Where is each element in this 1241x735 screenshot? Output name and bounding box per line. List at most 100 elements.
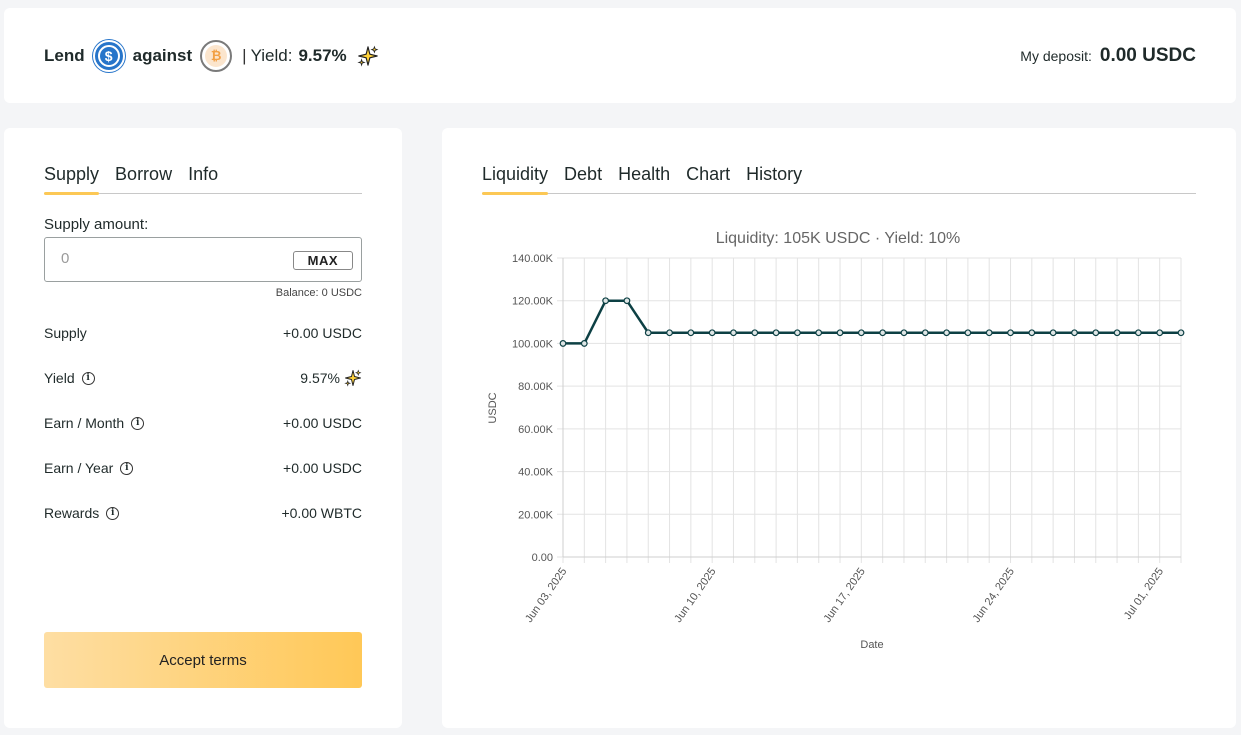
data-point: [1028, 329, 1036, 337]
chart-grid: [557, 257, 1182, 563]
info-icon[interactable]: i: [120, 461, 134, 475]
y-tick-label: 60.00K: [518, 424, 554, 436]
deposit-label: My deposit:: [1020, 47, 1092, 64]
data-point: [772, 329, 780, 337]
lend-label: Lend: [44, 45, 85, 65]
x-axis-label: Date: [860, 639, 883, 651]
btc-coin-icon: ₿: [200, 39, 233, 72]
earn-month-value: +0.00 USDC: [283, 415, 362, 431]
x-tick-label: Jul 01, 2025: [1122, 566, 1166, 622]
tab-borrow[interactable]: Borrow: [115, 164, 173, 184]
data-point: [1134, 329, 1142, 337]
y-tick-label: 120.00K: [512, 296, 554, 308]
info-icon[interactable]: i: [81, 371, 95, 385]
yield-value: 9.57%: [298, 45, 347, 65]
data-point: [580, 340, 588, 347]
tab-history[interactable]: History: [746, 164, 803, 184]
yield-label: Yield:: [250, 45, 293, 65]
x-tick-label: Jun 24, 2025: [971, 566, 1017, 625]
data-point: [964, 329, 972, 337]
earn-year-label: Earn / Year: [44, 460, 114, 476]
data-point: [1177, 329, 1185, 337]
data-point: [1049, 329, 1057, 337]
title-separator: |: [242, 45, 247, 65]
y-tick-label: 20.00K: [518, 509, 554, 521]
supply-amount-label: Supply amount:: [44, 216, 149, 233]
yield-row-label: Yield: [44, 370, 75, 386]
data-point: [879, 329, 887, 337]
liquidity-series: [559, 297, 1185, 347]
x-tick-label: Jun 17, 2025: [821, 566, 867, 625]
y-tick-label: 0.00: [532, 552, 553, 564]
data-point: [623, 297, 631, 305]
x-axis-ticks: Jun 03, 2025 Jun 10, 2025 Jun 17, 2025 Jun …: [523, 566, 1166, 625]
yield-row: Yield i 9.57%: [44, 366, 362, 390]
data-point: [857, 329, 865, 337]
earn-year-value: +0.00 USDC: [283, 460, 362, 476]
yield-row-value: 9.57%: [300, 370, 340, 386]
data-point: [1092, 329, 1100, 337]
rewards-value: +0.00 WBTC: [281, 505, 362, 521]
tab-health[interactable]: Health: [618, 164, 671, 184]
tab-liquidity[interactable]: Liquidity: [482, 164, 549, 195]
tab-debt[interactable]: Debt: [564, 164, 603, 184]
supply-amount-box: MAX: [44, 237, 362, 282]
data-point: [1156, 329, 1164, 337]
accept-terms-button[interactable]: Accept terms: [44, 632, 362, 688]
data-point: [730, 329, 737, 337]
y-tick-label: 40.00K: [518, 467, 554, 479]
tab-supply[interactable]: Supply: [44, 164, 100, 195]
y-tick-label: 80.00K: [518, 381, 554, 393]
rewards-row: Rewards i +0.00 WBTC: [44, 501, 362, 525]
data-point: [815, 329, 823, 337]
y-tick-label: 100.00K: [512, 338, 554, 350]
max-button[interactable]: MAX: [292, 251, 353, 270]
tab-chart[interactable]: Chart: [686, 164, 731, 184]
data-point: [921, 329, 929, 337]
x-tick-label: Jun 03, 2025: [523, 566, 569, 625]
data-point: [559, 340, 567, 347]
earn-year-row: Earn / Year i +0.00 USDC: [44, 456, 362, 480]
x-tick-label: Jun 10, 2025: [672, 566, 718, 625]
data-point: [1007, 329, 1014, 337]
against-label: against: [132, 45, 193, 65]
data-point: [687, 329, 695, 337]
data-point: [836, 329, 844, 337]
supply-row: Supply +0.00 USDC: [44, 321, 362, 345]
chart-panel: Liquidity Debt Health Chart History Liqu…: [442, 128, 1236, 728]
my-deposit: My deposit: 0.00 USDC: [1020, 8, 1196, 103]
sparkle-icon: [357, 45, 379, 67]
deposit-value: 0.00 USDC: [1099, 44, 1196, 66]
data-point: [644, 329, 652, 337]
chart-title: Liquidity: 105K USDC · Yield: 10%: [716, 230, 961, 247]
tab-info[interactable]: Info: [188, 164, 219, 184]
y-tick-label: 140.00K: [512, 253, 554, 265]
btc-coin-glyph: ₿: [205, 44, 228, 67]
header-card: Lend $ against ₿ | Yield: 9.57% My depos…: [4, 8, 1236, 103]
sparkle-icon: [344, 369, 362, 387]
data-point: [751, 329, 759, 337]
data-point: [1113, 329, 1121, 337]
data-point: [708, 329, 716, 337]
y-axis-ticks: 0.00 20.00K 40.00K 60.00K 80.00K 100.00K 120.0…: [512, 253, 554, 564]
info-icon[interactable]: i: [106, 506, 120, 520]
data-point: [666, 329, 673, 337]
data-point: [794, 329, 801, 337]
earn-month-row: Earn / Month i +0.00 USDC: [44, 411, 362, 435]
rewards-label: Rewards: [44, 505, 100, 521]
data-point: [900, 329, 908, 337]
series-line: [563, 299, 1181, 345]
supply-tabs: Supply Borrow Info: [44, 164, 362, 195]
balance-text: Balance: 0 USDC: [275, 287, 362, 299]
market-title: Lend $ against ₿ | Yield: 9.57%: [44, 8, 379, 103]
supply-row-label: Supply: [44, 325, 87, 341]
supply-panel: Supply Borrow Info Supply amount: MAX Ba…: [4, 128, 402, 728]
earn-month-label: Earn / Month: [44, 415, 125, 431]
info-icon[interactable]: i: [131, 416, 145, 430]
data-point: [943, 329, 950, 337]
data-point: [602, 297, 610, 305]
chart-tabs: Liquidity Debt Health Chart History: [482, 164, 1196, 195]
supply-amount-input[interactable]: [61, 250, 261, 267]
y-axis-label: USDC: [487, 392, 499, 423]
supply-row-value: +0.00 USDC: [283, 325, 362, 341]
